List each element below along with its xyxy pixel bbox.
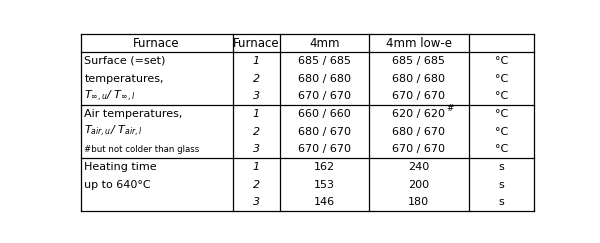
Text: °C: °C <box>495 74 508 84</box>
Text: Furnace: Furnace <box>233 37 280 50</box>
Text: 680 / 680: 680 / 680 <box>298 74 351 84</box>
Text: #but not colder than glass: #but not colder than glass <box>84 145 200 154</box>
Text: 2: 2 <box>253 127 260 137</box>
Text: s: s <box>499 197 505 207</box>
Text: up to 640°C: up to 640°C <box>84 180 151 190</box>
Text: Air temperatures,: Air temperatures, <box>84 109 182 119</box>
Text: 3: 3 <box>253 91 260 101</box>
Text: 660 / 660: 660 / 660 <box>298 109 351 119</box>
Text: 1: 1 <box>253 162 260 172</box>
Text: s: s <box>499 180 505 190</box>
Text: Surface (=set): Surface (=set) <box>84 56 166 66</box>
Text: 1: 1 <box>253 56 260 66</box>
Text: 670 / 670: 670 / 670 <box>392 144 445 154</box>
Text: 680 / 670: 680 / 670 <box>298 127 351 137</box>
Text: Heating time: Heating time <box>84 162 157 172</box>
Text: Furnace: Furnace <box>133 37 180 50</box>
Text: °C: °C <box>495 91 508 101</box>
Text: 200: 200 <box>408 180 429 190</box>
Text: 670 / 670: 670 / 670 <box>392 91 445 101</box>
Text: 4mm low-e: 4mm low-e <box>386 37 452 50</box>
Text: s: s <box>499 162 505 172</box>
Text: 153: 153 <box>314 180 335 190</box>
Text: 2: 2 <box>253 74 260 84</box>
Text: 162: 162 <box>314 162 335 172</box>
Text: 2: 2 <box>253 180 260 190</box>
Text: °C: °C <box>495 56 508 66</box>
Text: 4mm: 4mm <box>309 37 340 50</box>
Text: 685 / 685: 685 / 685 <box>298 56 351 66</box>
Text: °C: °C <box>495 109 508 119</box>
Text: 670 / 670: 670 / 670 <box>298 144 351 154</box>
Text: #: # <box>446 104 454 113</box>
Text: °C: °C <box>495 144 508 154</box>
Text: °C: °C <box>495 127 508 137</box>
Text: 670 / 670: 670 / 670 <box>298 91 351 101</box>
Text: 240: 240 <box>408 162 430 172</box>
Text: temperatures,: temperatures, <box>84 74 164 84</box>
Text: $T_{\infty,u}$/ $T_{\infty,l}$: $T_{\infty,u}$/ $T_{\infty,l}$ <box>84 89 136 104</box>
Text: 146: 146 <box>314 197 335 207</box>
Text: 620 / 620: 620 / 620 <box>392 109 445 119</box>
Text: 685 / 685: 685 / 685 <box>392 56 445 66</box>
Text: 680 / 680: 680 / 680 <box>392 74 445 84</box>
Text: 3: 3 <box>253 197 260 207</box>
Text: 680 / 670: 680 / 670 <box>392 127 445 137</box>
Text: 1: 1 <box>253 109 260 119</box>
Text: $T_{air,u}$/ $T_{air,l}$: $T_{air,u}$/ $T_{air,l}$ <box>84 124 143 139</box>
Text: 3: 3 <box>253 144 260 154</box>
Text: 180: 180 <box>408 197 429 207</box>
